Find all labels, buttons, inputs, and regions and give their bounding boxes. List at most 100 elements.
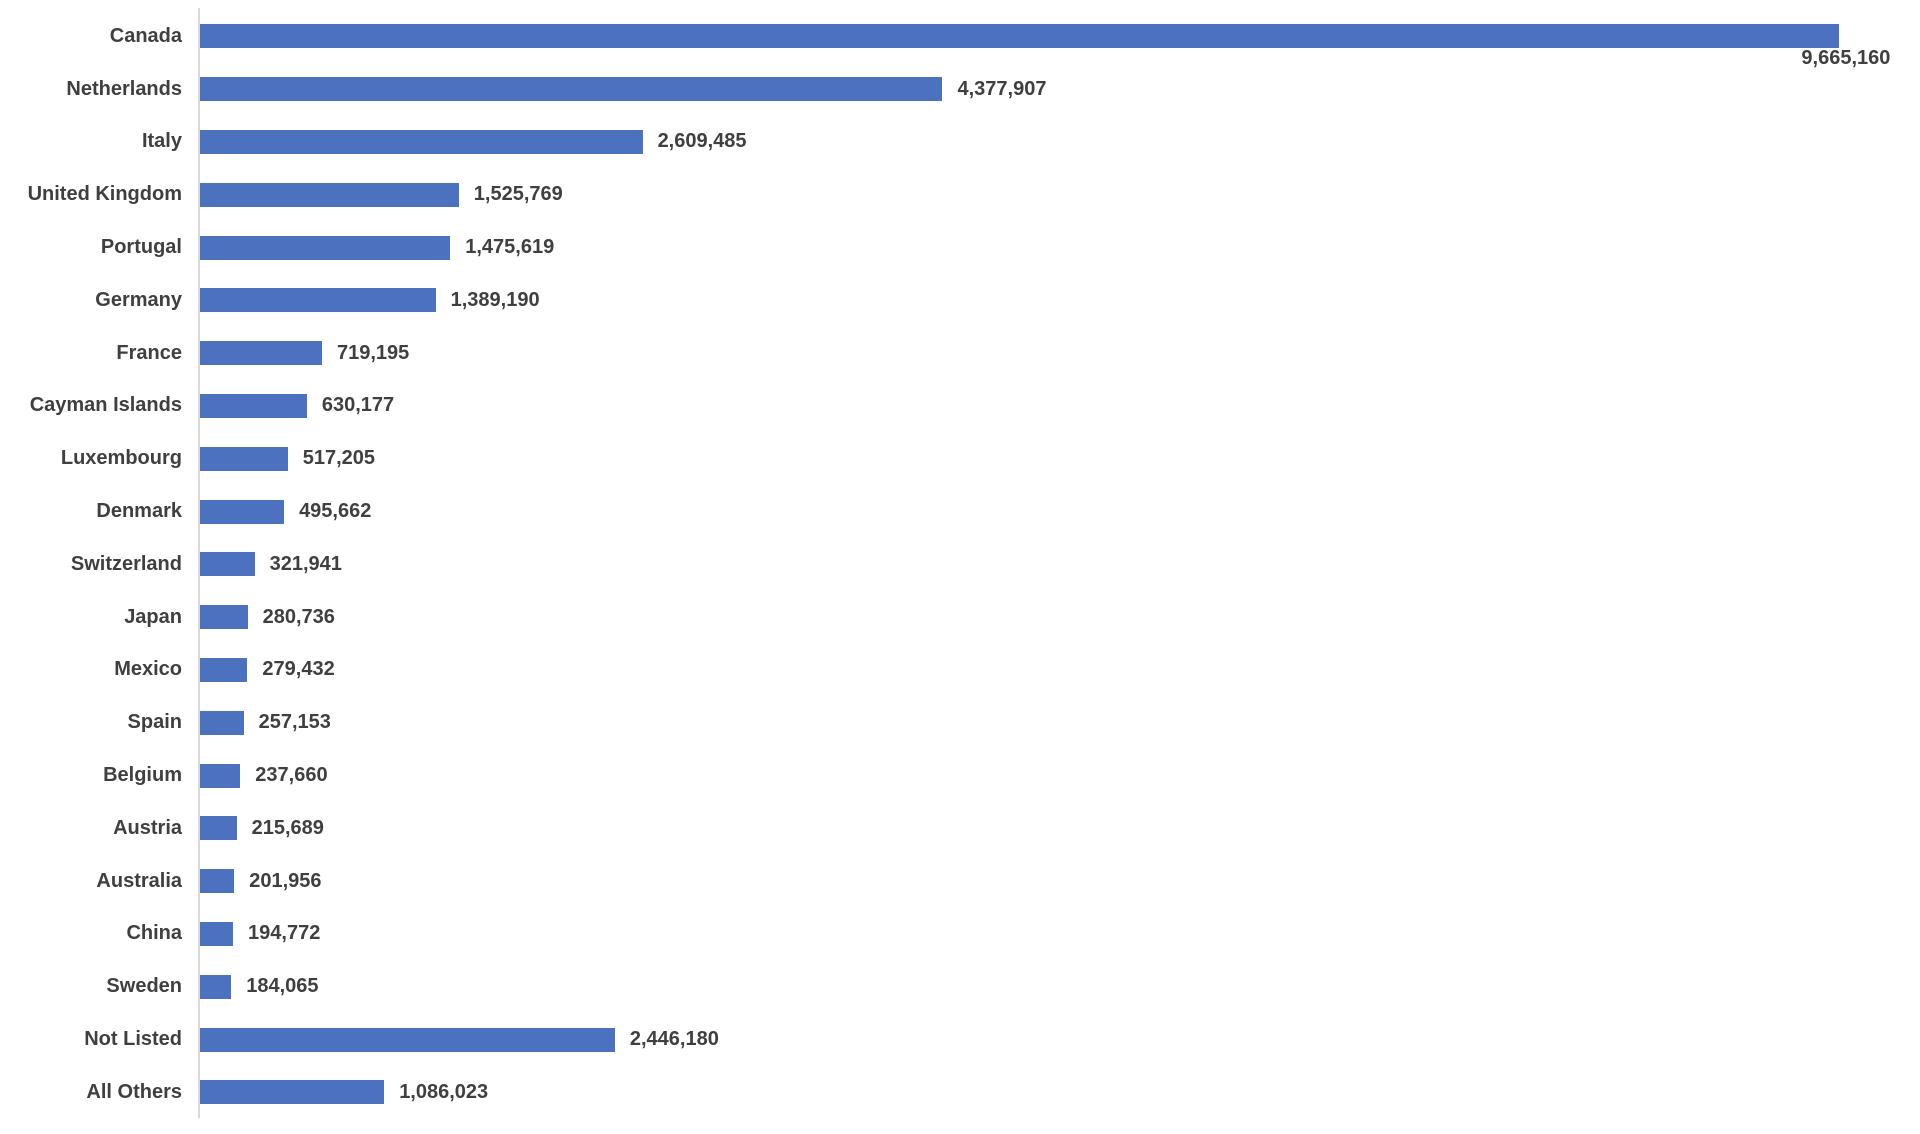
value-label: 194,772 [248,922,321,945]
category-label: Australia [96,869,182,892]
bar [200,341,322,366]
bar-row: Austria 215,689 [0,802,1920,855]
bar-row: Belgium 237,660 [0,749,1920,802]
value-label: 2,446,180 [629,1028,719,1051]
bar-row: Germany 1,389,190 [0,274,1920,327]
plot-cell: 1,525,769 [200,168,1920,221]
bar [200,182,459,207]
bar [200,24,1840,49]
value-label: 2,609,485 [657,130,747,153]
bar-row: Luxembourg 517,205 [0,432,1920,485]
bar-row: Sweden 184,065 [0,960,1920,1013]
category-label: Canada [109,24,182,47]
category-label: Portugal [100,236,182,259]
bar-row: France 719,195 [0,327,1920,380]
category-label: Italy [141,130,182,153]
value-label: 1,389,190 [450,288,540,311]
bar [200,499,285,524]
value-label: 1,475,619 [465,236,555,259]
category-label: Not Listed [84,1028,182,1051]
bar [200,710,244,735]
plot-cell: 1,389,190 [200,274,1920,327]
plot-cell: 495,662 [200,485,1920,538]
plot-cell: 630,177 [200,380,1920,433]
plot-cell: 194,772 [200,908,1920,961]
value-label: 321,941 [269,552,342,575]
category-label: Mexico [114,658,182,681]
bar-row: Mexico 279,432 [0,644,1920,697]
value-label: 517,205 [302,447,375,470]
bar [200,657,248,682]
category-label: Switzerland [70,552,182,575]
value-label: 201,956 [249,869,322,892]
value-label: 257,153 [258,711,331,734]
bar [200,605,248,630]
bar [200,974,232,999]
category-label: Luxembourg [60,447,182,470]
bar-row: Switzerland 321,941 [0,538,1920,591]
plot-cell: 201,956 [200,855,1920,908]
value-label: 630,177 [321,394,395,417]
plot-cell: 280,736 [200,591,1920,644]
bar-row: Netherlands 4,377,907 [0,63,1920,116]
plot-cell: 215,689 [200,802,1920,855]
bar [200,1080,385,1105]
bar-row: China 194,772 [0,908,1920,961]
plot-cell: 184,065 [200,960,1920,1013]
category-label: Spain [127,711,182,734]
category-label: Belgium [103,764,182,787]
bar [200,446,288,471]
bar [200,393,307,418]
bar-row: Not Listed 2,446,180 [0,1013,1920,1066]
category-label: Japan [124,605,182,628]
bar-row: Japan 280,736 [0,591,1920,644]
bar-row: Cayman Islands 630,177 [0,380,1920,433]
bar-row: Portugal 1,475,619 [0,221,1920,274]
category-label: Germany [95,288,182,311]
value-label: 1,086,023 [399,1080,489,1103]
plot-cell: 1,475,619 [200,221,1920,274]
bar-row: Australia 201,956 [0,855,1920,908]
category-label: Netherlands [66,77,182,100]
category-label: United Kingdom [27,183,182,206]
bar-row: All Others 1,086,023 [0,1066,1920,1119]
category-label: All Others [86,1080,182,1103]
plot-cell: 257,153 [200,696,1920,749]
bar [200,129,643,154]
plot-cell: 321,941 [200,538,1920,591]
category-label: France [116,341,182,364]
category-label: Denmark [96,500,182,523]
bar [200,763,241,788]
y-axis-line [198,8,200,1118]
plot-cell: 2,609,485 [200,116,1920,169]
bar [200,235,451,260]
bar [200,921,234,946]
value-label: 280,736 [262,605,335,628]
value-label: 495,662 [299,500,372,523]
plot-cell: 2,446,180 [200,1013,1920,1066]
value-label: 184,065 [246,975,319,998]
category-label: Austria [113,816,182,839]
bar-row: Italy 2,609,485 [0,116,1920,169]
category-label: Sweden [106,975,182,998]
bar [200,288,436,313]
plot-cell: 9,665,160 [200,10,1920,69]
bar [200,869,235,894]
plot-cell: 237,660 [200,749,1920,802]
value-label: 4,377,907 [957,77,1047,100]
value-label: 215,689 [251,816,324,839]
value-label: 9,665,160 [1801,47,1891,69]
plot-cell: 4,377,907 [200,63,1920,116]
plot-cell: 1,086,023 [200,1066,1920,1119]
value-label: 237,660 [255,764,328,787]
category-label: China [126,922,182,945]
value-label: 719,195 [336,341,410,364]
bar [200,1027,615,1052]
bar [200,552,255,577]
bar-row: Spain 257,153 [0,696,1920,749]
bar-row: Denmark 495,662 [0,485,1920,538]
plot-cell: 517,205 [200,432,1920,485]
bar [200,77,943,102]
